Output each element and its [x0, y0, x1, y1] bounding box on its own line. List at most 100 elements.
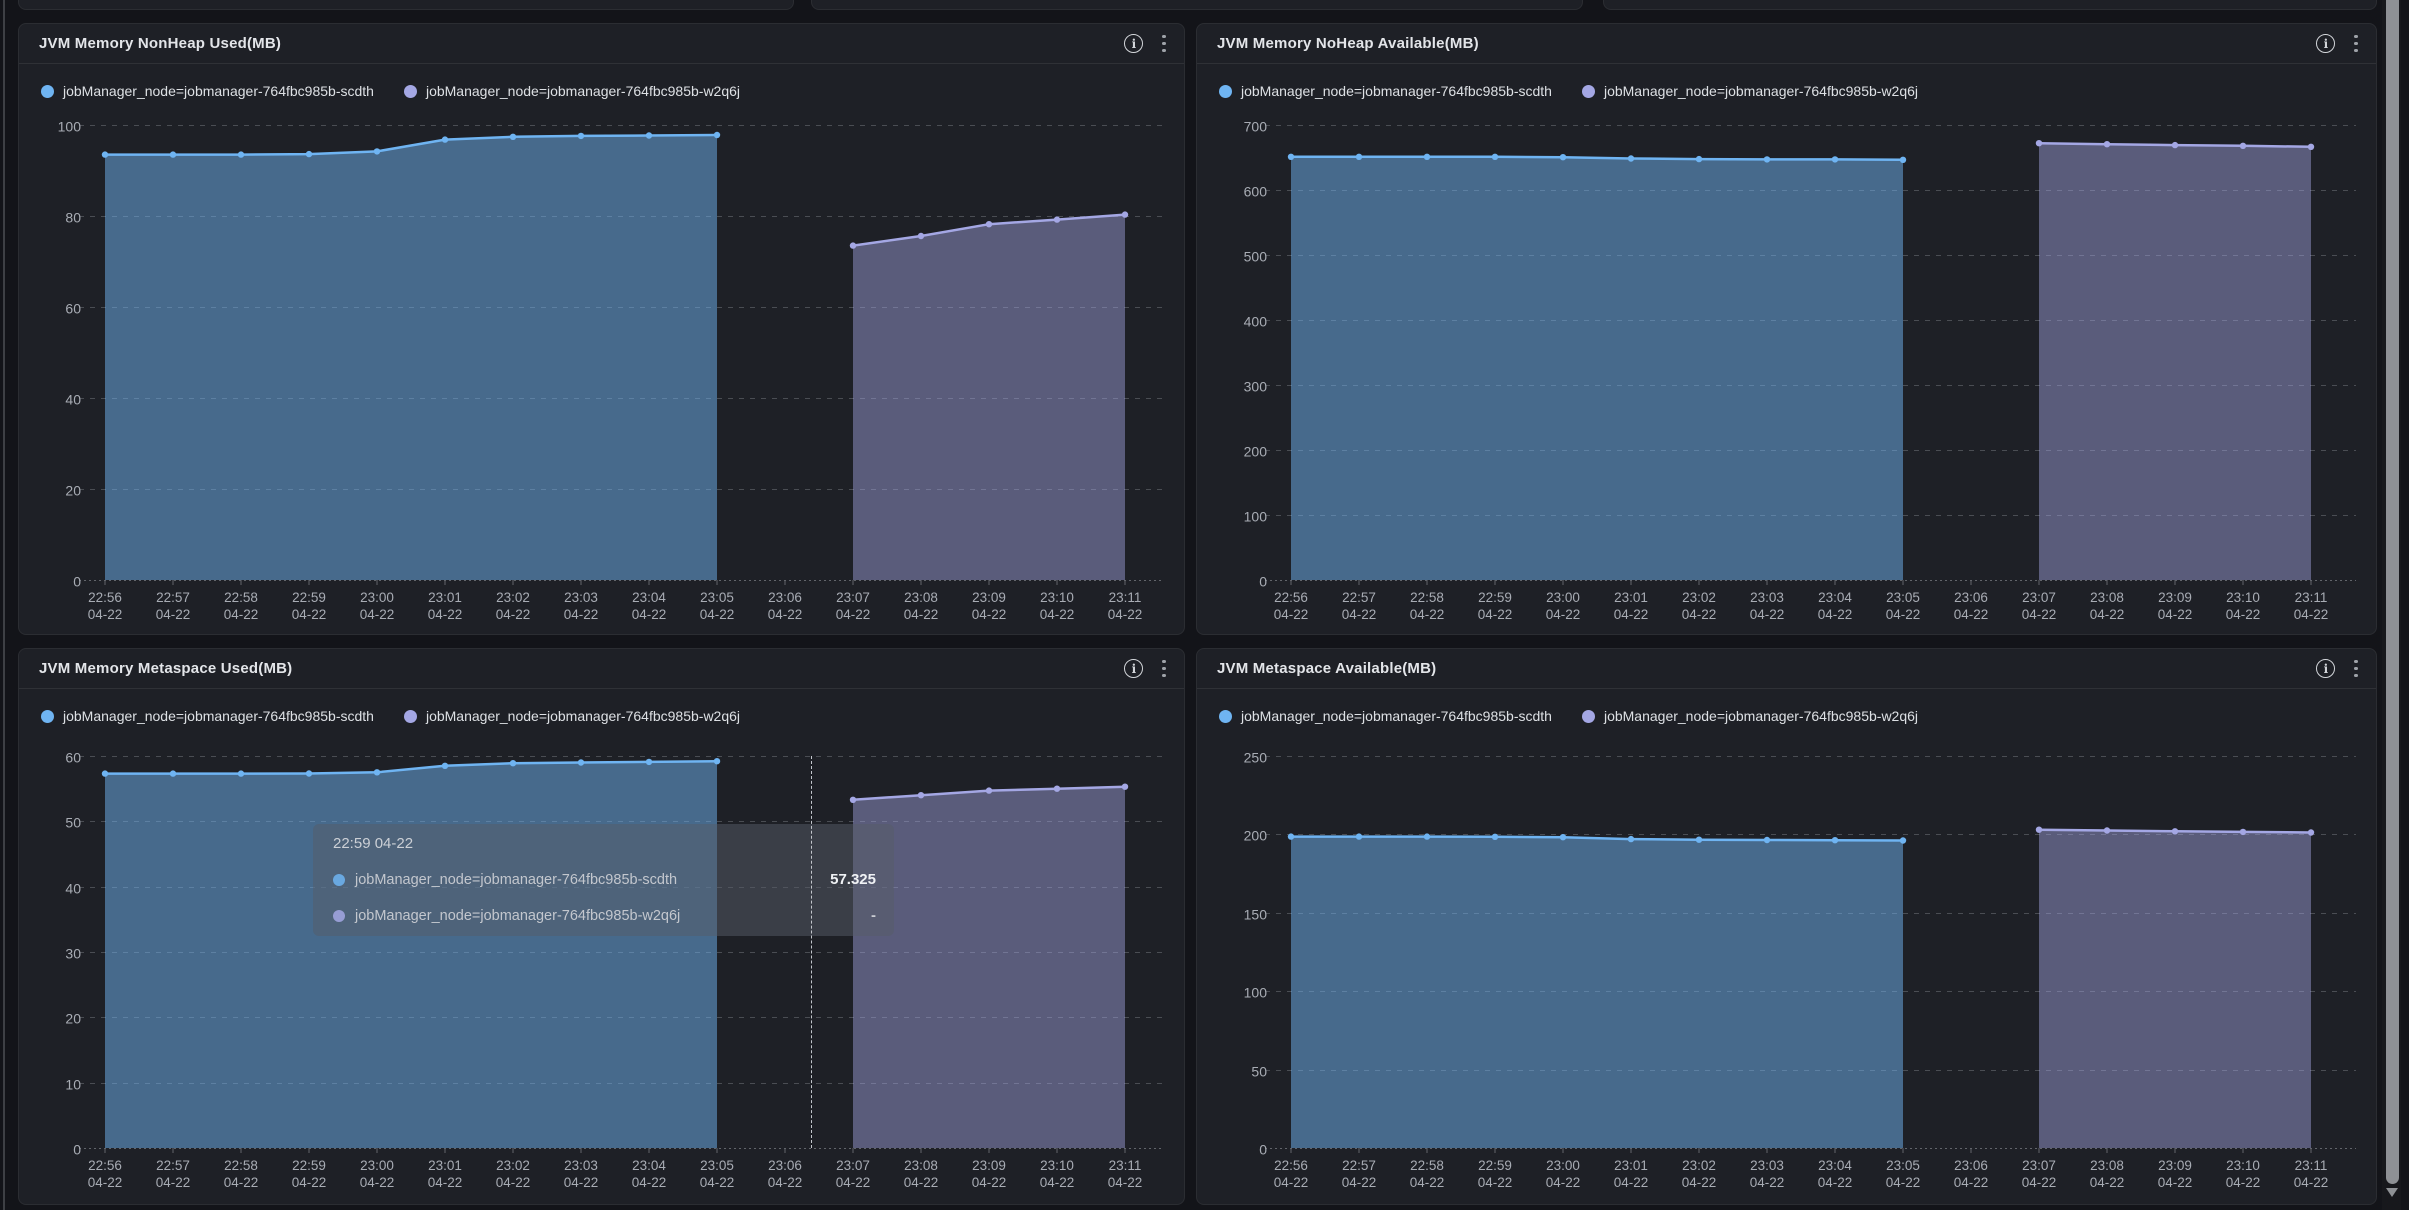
tooltip-series-dot-icon — [333, 909, 345, 922]
svg-text:23:01: 23:01 — [428, 590, 462, 605]
svg-text:23:03: 23:03 — [1750, 1158, 1784, 1173]
scrollbar-down-arrow-icon[interactable] — [2386, 1188, 2398, 1197]
panel-jvm-memory-nonheap-used: JVM Memory NonHeap Used(MB) i jobManager… — [18, 23, 1185, 635]
chart-legend: jobManager_node=jobmanager-764fbc985b-sc… — [1219, 83, 1918, 99]
svg-text:23:09: 23:09 — [2158, 590, 2192, 605]
scrollbar-thumb[interactable] — [2386, 0, 2399, 1184]
legend-dot-icon — [1581, 709, 1595, 723]
area-chart-metaspace-available[interactable]: 0 50 100 150 200 250 22:56 04-22 22:57 04-22 22:58… — [1197, 649, 2376, 1204]
svg-text:04-22: 04-22 — [1886, 607, 1921, 622]
svg-text:04-22: 04-22 — [836, 1175, 871, 1190]
svg-text:23:08: 23:08 — [2090, 590, 2124, 605]
legend-item-w2q6j[interactable]: jobManager_node=jobmanager-764fbc985b-w2… — [403, 708, 740, 724]
svg-text:04-22: 04-22 — [564, 1175, 599, 1190]
svg-text:22:56: 22:56 — [1274, 590, 1308, 605]
info-icon[interactable]: i — [2316, 659, 2336, 678]
tooltip-timestamp: 22:59 04-22 — [333, 835, 414, 852]
svg-text:23:11: 23:11 — [2295, 590, 2328, 605]
svg-text:100: 100 — [1244, 985, 1268, 1001]
legend-item-scdth[interactable]: jobManager_node=jobmanager-764fbc985b-sc… — [41, 83, 374, 99]
svg-text:23:02: 23:02 — [496, 1158, 530, 1173]
svg-text:04-22: 04-22 — [156, 1175, 191, 1190]
svg-text:04-22: 04-22 — [1682, 607, 1717, 622]
info-icon[interactable]: i — [1124, 34, 1144, 53]
legend-item-w2q6j[interactable]: jobManager_node=jobmanager-764fbc985b-w2… — [403, 83, 740, 99]
svg-text:04-22: 04-22 — [1108, 1175, 1143, 1190]
svg-text:22:57: 22:57 — [156, 590, 190, 605]
svg-text:100: 100 — [58, 119, 82, 135]
svg-text:0: 0 — [1259, 574, 1267, 590]
kebab-menu-icon[interactable] — [1160, 33, 1168, 55]
panel-actions: i — [1124, 658, 1168, 680]
kebab-menu-icon[interactable] — [2352, 33, 2360, 55]
svg-text:04-22: 04-22 — [1274, 607, 1309, 622]
svg-text:04-22: 04-22 — [496, 1175, 531, 1190]
svg-text:20: 20 — [65, 483, 81, 499]
svg-text:04-22: 04-22 — [1954, 607, 1989, 622]
panel-header: JVM Memory NonHeap Used(MB) i — [19, 24, 1184, 64]
tooltip-series-label: jobManager_node=jobmanager-764fbc985b-w2… — [355, 907, 681, 924]
legend-item-scdth[interactable]: jobManager_node=jobmanager-764fbc985b-sc… — [1219, 83, 1552, 99]
svg-text:04-22: 04-22 — [88, 1175, 123, 1190]
svg-text:22:56: 22:56 — [1274, 1158, 1308, 1173]
panel-header: JVM Memory Metaspace Used(MB) i — [19, 649, 1184, 689]
panel-header: JVM Memory NoHeap Available(MB) i — [1197, 24, 2376, 64]
svg-text:04-22: 04-22 — [768, 1175, 803, 1190]
panel-actions: i — [2316, 33, 2360, 55]
panel-jvm-memory-metaspace-used: JVM Memory Metaspace Used(MB) i jobManag… — [18, 648, 1185, 1205]
svg-text:23:02: 23:02 — [1682, 590, 1716, 605]
svg-text:23:03: 23:03 — [564, 590, 598, 605]
svg-text:22:56: 22:56 — [88, 1158, 122, 1173]
legend-label: jobManager_node=jobmanager-764fbc985b-sc… — [1241, 708, 1552, 724]
svg-text:500: 500 — [1244, 249, 1268, 265]
svg-text:23:09: 23:09 — [2158, 1158, 2192, 1173]
info-icon[interactable]: i — [1124, 659, 1144, 678]
svg-text:23:07: 23:07 — [836, 590, 870, 605]
legend-item-scdth[interactable]: jobManager_node=jobmanager-764fbc985b-sc… — [41, 708, 374, 724]
svg-text:23:03: 23:03 — [564, 1158, 598, 1173]
svg-text:04-22: 04-22 — [2090, 607, 2125, 622]
svg-text:04-22: 04-22 — [1342, 1175, 1377, 1190]
svg-text:04-22: 04-22 — [224, 607, 259, 622]
svg-text:300: 300 — [1244, 379, 1268, 395]
svg-text:400: 400 — [1244, 314, 1268, 330]
svg-text:23:04: 23:04 — [1818, 590, 1852, 605]
svg-text:0: 0 — [73, 574, 81, 590]
legend-item-w2q6j[interactable]: jobManager_node=jobmanager-764fbc985b-w2… — [1581, 83, 1919, 99]
svg-text:600: 600 — [1244, 184, 1268, 200]
svg-text:04-22: 04-22 — [632, 1175, 667, 1190]
chart-legend: jobManager_node=jobmanager-764fbc985b-sc… — [41, 83, 740, 99]
svg-text:04-22: 04-22 — [1108, 607, 1143, 622]
content-left-border — [3, 0, 5, 1210]
legend-item-scdth[interactable]: jobManager_node=jobmanager-764fbc985b-sc… — [1219, 708, 1552, 724]
vertical-scrollbar[interactable] — [2382, 0, 2401, 1210]
svg-text:23:08: 23:08 — [2090, 1158, 2124, 1173]
svg-text:23:10: 23:10 — [1040, 590, 1074, 605]
svg-text:60: 60 — [65, 301, 81, 317]
svg-text:23:03: 23:03 — [1750, 590, 1784, 605]
svg-text:150: 150 — [1244, 907, 1268, 923]
svg-text:23:02: 23:02 — [496, 590, 530, 605]
svg-text:23:00: 23:00 — [360, 590, 394, 605]
chart-legend: jobManager_node=jobmanager-764fbc985b-sc… — [1219, 708, 1918, 724]
area-chart-nonheap-used[interactable]: 0 20 40 60 80 100 22:56 04-22 22:57 04-22 22:58 04-… — [19, 24, 1184, 634]
svg-text:04-22: 04-22 — [224, 1175, 259, 1190]
info-icon[interactable]: i — [2316, 34, 2336, 53]
svg-text:04-22: 04-22 — [1750, 607, 1785, 622]
kebab-menu-icon[interactable] — [2352, 658, 2360, 680]
svg-text:60: 60 — [65, 750, 81, 766]
svg-text:04-22: 04-22 — [2294, 607, 2329, 622]
svg-text:200: 200 — [1244, 828, 1268, 844]
svg-text:04-22: 04-22 — [1478, 607, 1513, 622]
svg-text:04-22: 04-22 — [1954, 1175, 1989, 1190]
area-chart-noheap-available[interactable]: 0 100 200 300 400 500 600 700 22:56 04-22 22:57 04-… — [1197, 24, 2376, 634]
svg-text:23:04: 23:04 — [1818, 1158, 1852, 1173]
svg-text:04-22: 04-22 — [904, 607, 939, 622]
svg-text:04-22: 04-22 — [1410, 607, 1445, 622]
legend-label: jobManager_node=jobmanager-764fbc985b-sc… — [1241, 83, 1552, 99]
kebab-menu-icon[interactable] — [1160, 658, 1168, 680]
legend-label: jobManager_node=jobmanager-764fbc985b-w2… — [1603, 83, 1919, 99]
legend-item-w2q6j[interactable]: jobManager_node=jobmanager-764fbc985b-w2… — [1581, 708, 1918, 724]
svg-text:04-22: 04-22 — [360, 607, 395, 622]
svg-text:04-22: 04-22 — [1478, 1175, 1513, 1190]
